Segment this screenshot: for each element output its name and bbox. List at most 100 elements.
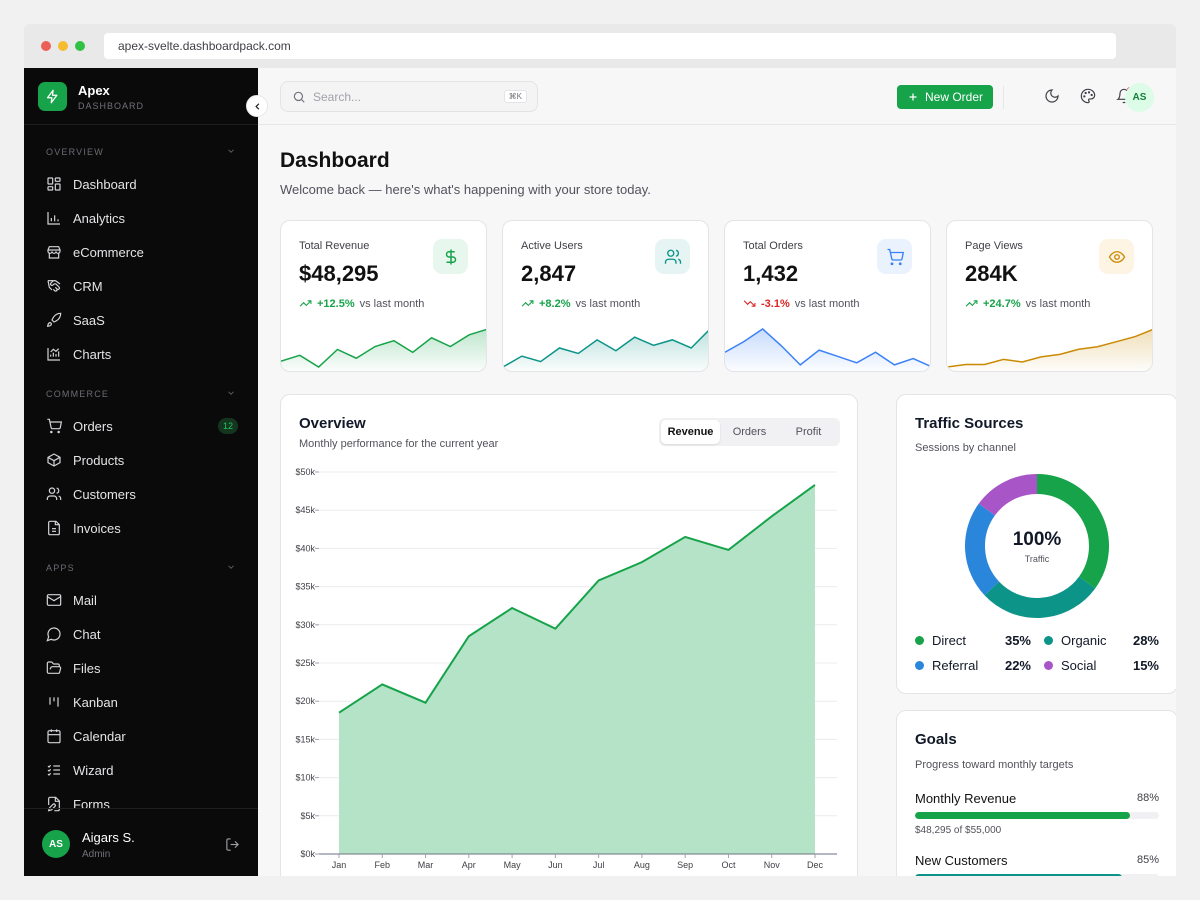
users-icon	[655, 239, 690, 274]
donut-slice-social[interactable]	[978, 474, 1038, 516]
sidebar-item-label: Forms	[73, 796, 110, 812]
overview-title: Overview	[299, 415, 366, 432]
section-title: APPS	[46, 563, 75, 573]
chevron-down-icon	[228, 391, 234, 395]
tab-profit[interactable]: Profit	[795, 426, 822, 438]
sidebar-item-ecommerce[interactable]: eCommerce	[38, 237, 244, 267]
bar-chart-icon	[47, 212, 60, 225]
stat-value: $48,295	[299, 261, 379, 286]
donut-slice-direct[interactable]	[1036, 474, 1109, 589]
revenue-line	[338, 484, 816, 714]
sidebar-item-wizard[interactable]: Wizard	[38, 755, 244, 785]
stat-card-orders: Total Orders 1,432 -3.1% vs last month	[724, 220, 931, 372]
goal-name: Monthly Revenue	[915, 791, 1017, 806]
palette-icon[interactable]	[1080, 88, 1096, 104]
goals-card: Goals Progress toward monthly targets Mo…	[896, 710, 1176, 876]
donut-slice-organic[interactable]	[984, 576, 1096, 618]
search-input[interactable]: Search... ⌘K	[280, 81, 538, 112]
goal-note: $48,295 of $55,000	[915, 825, 1002, 836]
close-window-dot[interactable]	[41, 41, 51, 51]
address-bar[interactable]: apex-svelte.dashboardpack.com	[104, 33, 1116, 59]
x-tick-label: May	[504, 860, 522, 870]
sidebar-item-mail[interactable]: Mail	[38, 585, 244, 615]
x-tick-label: Oct	[721, 860, 736, 870]
y-tick-label: $0k	[300, 849, 315, 859]
users-sparkline	[503, 329, 708, 371]
sparkline-line	[281, 328, 486, 368]
traffic-sources-card: Traffic Sources Sessions by channel 100%…	[896, 394, 1176, 694]
sidebar-item-chat[interactable]: Chat	[38, 619, 244, 649]
stat-delta: +24.7% vs last month	[965, 297, 1090, 310]
x-tick-label: Nov	[764, 860, 781, 870]
cart-icon	[877, 239, 912, 274]
search-shortcut: ⌘K	[503, 90, 527, 103]
brand[interactable]: Apex DASHBOARD	[24, 68, 258, 125]
donut-slice-referral[interactable]	[965, 503, 1000, 596]
sidebar-item-label: Analytics	[73, 210, 126, 226]
overview-card: Overview Monthly performance for the cur…	[280, 394, 858, 876]
stat-value: 2,847	[521, 261, 577, 286]
moon-icon[interactable]	[1044, 88, 1060, 104]
stat-delta: +12.5% vs last month	[299, 297, 424, 310]
logout-icon[interactable]	[225, 837, 240, 852]
stat-delta-value: -3.1%	[761, 297, 790, 310]
goal-percent: 85%	[1136, 854, 1159, 866]
users-icon	[46, 487, 62, 500]
goal-name: New Customers	[915, 853, 1008, 868]
sidebar-item-label: Wizard	[73, 762, 114, 778]
legend-value: 28%	[1132, 633, 1159, 648]
sidebar-item-label: Kanban	[73, 694, 118, 710]
new-order-button[interactable]: New Order	[897, 85, 994, 109]
stat-delta-label: vs last month	[359, 297, 425, 310]
sidebar-item-crm[interactable]: CRM	[38, 271, 244, 301]
avatar[interactable]: AS	[1125, 83, 1154, 112]
sidebar-item-label: Mail	[73, 592, 97, 608]
x-tick-label: Jan	[332, 860, 347, 870]
topbar: Search... ⌘K New Order AS	[258, 68, 1176, 125]
orders-count-badge: 12	[217, 418, 238, 434]
stat-delta: -3.1% vs last month	[743, 297, 860, 310]
section-commerce[interactable]: COMMERCE	[46, 389, 236, 399]
legend-label: Organic	[1061, 633, 1107, 648]
grid-icon	[47, 177, 61, 191]
revenue-sparkline	[281, 328, 486, 371]
tab-revenue[interactable]: Revenue	[661, 420, 720, 444]
overview-chart: $0k $5k $10k $15k $20k $25k $30k $35k $40k $45k $5…	[295, 467, 837, 870]
sidebar-item-calendar[interactable]: Calendar	[38, 721, 244, 751]
y-tick-label: $20k	[295, 696, 315, 706]
sidebar-item-products[interactable]: Products	[38, 445, 244, 475]
cart-icon	[47, 418, 62, 434]
x-tick-label: Aug	[634, 860, 650, 870]
section-apps[interactable]: APPS	[46, 563, 236, 573]
sidebar-item-files[interactable]: Files	[38, 653, 244, 683]
sidebar-collapse-button[interactable]	[246, 95, 268, 117]
sidebar-item-label: Dashboard	[73, 176, 137, 192]
minimize-window-dot[interactable]	[58, 41, 68, 51]
sidebar-item-orders[interactable]: Orders 12	[38, 411, 244, 441]
sidebar-item-dashboard[interactable]: Dashboard	[38, 169, 244, 199]
main-content: Search... ⌘K New Order AS Dashboard Welc…	[258, 68, 1176, 876]
stat-value: 1,432	[743, 261, 799, 286]
sidebar-item-customers[interactable]: Customers	[38, 479, 244, 509]
kanban-icon	[49, 697, 59, 707]
sidebar-item-saas[interactable]: SaaS	[38, 305, 244, 335]
sidebar-item-label: Files	[73, 660, 101, 676]
maximize-window-dot[interactable]	[75, 41, 85, 51]
y-tick-label: $25k	[295, 658, 315, 668]
sidebar-item-kanban[interactable]: Kanban	[38, 687, 244, 717]
user-profile[interactable]: AS Aigars S. Admin	[24, 808, 258, 876]
browser-window: apex-svelte.dashboardpack.com Apex DASHB…	[24, 24, 1176, 876]
section-overview[interactable]: OVERVIEW	[46, 147, 236, 157]
tab-orders[interactable]: Orders	[732, 426, 767, 438]
overview-subtitle: Monthly performance for the current year	[299, 438, 499, 450]
legend-label: Direct	[932, 633, 966, 648]
sidebar-item-forms[interactable]: Forms	[38, 789, 244, 819]
sparkline-area	[281, 329, 486, 371]
sidebar-item-analytics[interactable]: Analytics	[38, 203, 244, 233]
dollar-icon	[433, 239, 468, 274]
page-title: Dashboard	[280, 149, 390, 172]
pageviews-sparkline	[947, 328, 1152, 371]
sidebar-item-invoices[interactable]: Invoices	[38, 513, 244, 543]
sidebar-item-charts[interactable]: Charts	[38, 339, 244, 369]
stat-label: Total Orders	[743, 240, 803, 252]
